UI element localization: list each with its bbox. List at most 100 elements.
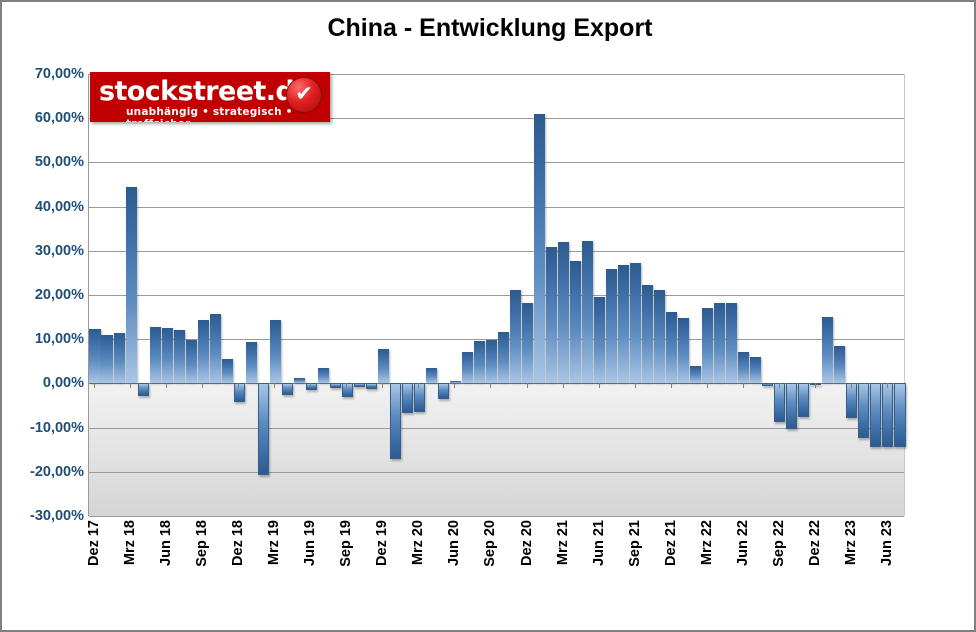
gridline — [89, 162, 904, 164]
bar — [425, 368, 437, 384]
bar — [329, 383, 341, 388]
x-axis-label: Jun 20 — [446, 520, 463, 566]
x-axis-tick — [742, 383, 744, 388]
x-axis-label: Jun 21 — [590, 520, 607, 566]
bar — [690, 365, 702, 384]
x-axis-label: Mrz 22 — [698, 520, 715, 566]
bar — [738, 352, 750, 384]
bar — [702, 308, 714, 384]
bar — [558, 241, 570, 384]
bar — [185, 339, 197, 384]
gridline — [89, 516, 904, 517]
y-axis-label: 30,00% — [34, 242, 84, 259]
bar — [413, 383, 425, 413]
x-axis-tick — [310, 383, 312, 388]
x-axis-label: Jun 22 — [734, 520, 751, 566]
bar — [810, 383, 822, 386]
x-axis-tick — [490, 383, 492, 388]
bar — [798, 383, 810, 417]
gridline — [89, 118, 904, 120]
bar — [293, 378, 305, 384]
bar — [473, 341, 485, 384]
check-mark-icon — [286, 77, 322, 113]
x-axis-tick — [886, 383, 888, 388]
bar — [197, 319, 209, 384]
y-axis-label: 60,00% — [34, 110, 84, 127]
x-axis-tick — [454, 383, 456, 388]
x-axis-label: Sep 21 — [626, 520, 643, 567]
x-axis-label: Dez 18 — [230, 520, 247, 566]
bar — [317, 368, 329, 384]
gridline — [89, 383, 904, 385]
bar — [570, 260, 582, 384]
x-axis-label: Mrz 20 — [410, 520, 427, 566]
gridline — [89, 471, 904, 473]
x-axis-tick — [418, 383, 420, 388]
x-axis-tick — [274, 383, 276, 388]
bar — [654, 290, 666, 384]
y-axis-label: 0,00% — [42, 375, 84, 392]
logo-wordmark: stockstreet.de — [99, 76, 312, 107]
bar — [522, 302, 534, 384]
bar — [858, 383, 870, 439]
bar — [594, 296, 606, 384]
x-axis-label: Sep 19 — [338, 520, 355, 567]
x-axis-label: Mrz 18 — [122, 520, 139, 566]
y-axis-label: -20,00% — [29, 463, 84, 480]
bar — [449, 380, 461, 384]
x-axis-label: Mrz 23 — [842, 520, 859, 566]
page-title: China - Entwicklung Export — [327, 14, 653, 42]
bar — [377, 349, 389, 384]
x-axis-label: Jun 19 — [302, 520, 319, 566]
bar — [89, 328, 101, 384]
y-axis-label: -10,00% — [29, 419, 84, 436]
bar — [245, 342, 257, 384]
bar — [714, 303, 726, 384]
x-axis-tick — [238, 383, 240, 388]
bar — [125, 186, 137, 384]
y-axis-label: 70,00% — [34, 66, 84, 82]
bar — [257, 383, 269, 475]
bar — [606, 269, 618, 384]
bar — [401, 383, 413, 414]
gridline — [89, 74, 904, 75]
bar — [894, 383, 906, 448]
x-axis-label: Sep 22 — [770, 520, 787, 567]
bar — [365, 383, 377, 390]
x-axis-label: Sep 20 — [482, 520, 499, 567]
x-axis-tick — [94, 383, 95, 388]
x-axis-tick — [130, 383, 132, 388]
x-axis-label: Dez 21 — [662, 520, 679, 566]
x-axis-tick — [670, 383, 672, 388]
bar — [509, 289, 522, 384]
bar — [822, 317, 834, 384]
y-axis-label: 20,00% — [34, 287, 84, 303]
bar — [281, 383, 293, 396]
x-axis-label: Dez 22 — [806, 520, 823, 566]
x-axis-label: Sep 18 — [194, 520, 211, 567]
gridline — [89, 206, 904, 208]
bar — [750, 357, 762, 384]
y-axis: 70,00% 60,00% 50,00% 40,00% 30,00% 20,00% 10,0… — [2, 2, 84, 630]
bar — [630, 262, 642, 384]
bar — [137, 383, 149, 396]
bar — [113, 333, 125, 384]
bar — [774, 383, 786, 423]
gridline — [89, 295, 904, 296]
gridline — [89, 427, 904, 429]
bar — [149, 326, 161, 384]
y-axis-label: 40,00% — [34, 198, 84, 215]
bar — [882, 383, 894, 447]
bar — [582, 241, 594, 384]
x-axis-tick — [706, 383, 708, 388]
bar — [101, 334, 113, 384]
bar — [461, 352, 473, 384]
bar — [666, 311, 678, 384]
bar — [161, 327, 173, 384]
bar — [786, 383, 798, 429]
x-axis-label: Jun 18 — [158, 520, 175, 566]
bar — [233, 383, 245, 403]
bar — [618, 264, 630, 384]
y-axis-label: 10,00% — [34, 331, 84, 348]
logo-tagline: unabhängig • strategisch • treffsicher — [126, 106, 293, 122]
